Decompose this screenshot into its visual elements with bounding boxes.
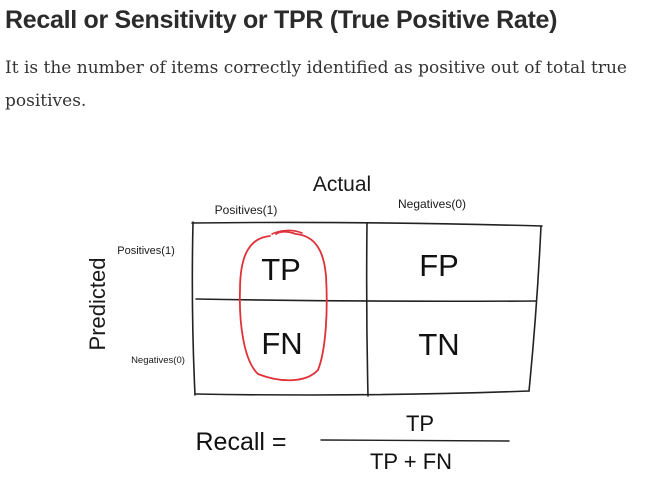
- matrix-grid: [191, 221, 543, 397]
- predicted-positive-label: Positives(1): [117, 245, 174, 257]
- recall-formula-numerator: TP: [406, 411, 434, 436]
- page-title: Recall or Sensitivity or TPR (True Posit…: [5, 6, 558, 34]
- recall-formula-fraction-bar: [320, 439, 510, 442]
- recall-highlight-outline: [238, 230, 328, 382]
- predicted-negative-label: Negatives(0): [131, 355, 185, 366]
- actual-negative-label: Negatives(0): [398, 197, 466, 211]
- true-positive-cell: TP: [261, 252, 301, 287]
- confusion-matrix-figure: Actual Positives(1) Negatives(0) Predict…: [0, 150, 650, 496]
- confusion-matrix-diagram: Actual Positives(1) Negatives(0) Predict…: [85, 173, 543, 474]
- definition-text: It is the number of items correctly iden…: [5, 58, 627, 111]
- recall-highlight-stroke: [271, 229, 303, 235]
- false-positive-cell: FP: [419, 248, 459, 283]
- false-negative-cell: FN: [261, 326, 302, 361]
- predicted-axis-label: Predicted: [85, 258, 110, 351]
- recall-formula-denominator: TP + FN: [370, 449, 452, 474]
- recall-formula-lhs: Recall =: [195, 428, 286, 456]
- actual-positive-label: Positives(1): [215, 203, 278, 217]
- actual-axis-label: Actual: [313, 173, 371, 196]
- true-negative-cell: TN: [418, 327, 459, 362]
